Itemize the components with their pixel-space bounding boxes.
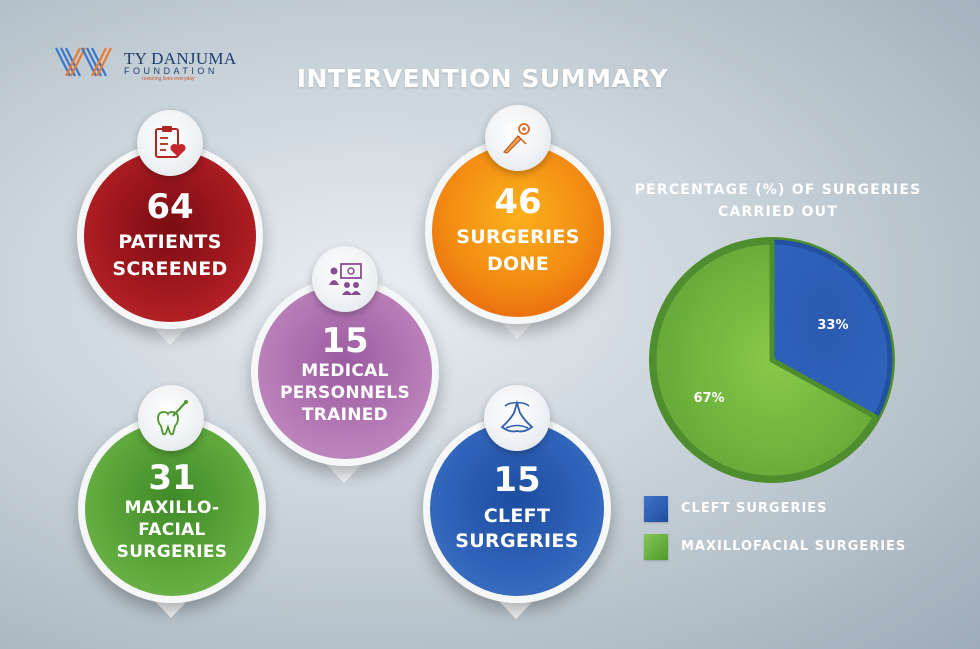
stat-number: 15 xyxy=(493,460,541,500)
stat-label-line2: PERSONNELS xyxy=(279,383,410,403)
stat-label-line2: FACIAL xyxy=(138,520,206,540)
stat-circle: 15 CLEFT SURGERIES xyxy=(423,415,611,603)
pie-data-label: 67% xyxy=(693,391,724,406)
legend-label: MAXILLOFACIAL SURGERIES xyxy=(681,539,907,554)
chart-title: PERCENTAGE (%) OF SURGERIES CARRIED OUT xyxy=(634,182,922,220)
stat-label-line2: SURGERIES xyxy=(455,530,579,552)
tooth-tool-icon xyxy=(157,400,188,436)
clipboard-heart-icon xyxy=(155,126,186,158)
scalpel-icon xyxy=(502,123,530,154)
logo-name: TY DANJUMA xyxy=(124,49,237,68)
stat-label-line2: SCREENED xyxy=(112,258,228,280)
stat-label-line1: SURGERIES xyxy=(456,226,580,248)
stat-label-line3: SURGERIES xyxy=(116,542,228,562)
logo-subtitle: FOUNDATION xyxy=(124,66,218,76)
pie-chart: 33% 67% xyxy=(649,237,895,483)
stat-label-line1: PATIENTS xyxy=(118,231,222,253)
stat-label-line2: DONE xyxy=(486,253,549,275)
stat-number: 64 xyxy=(146,187,194,227)
pie-slice-cleft xyxy=(769,239,893,420)
logo-mark-icon xyxy=(55,47,112,77)
training-presentation-icon xyxy=(329,263,362,295)
stat-label-line1: MAXILLO- xyxy=(124,498,220,518)
page-title: INTERVENTION SUMMARY xyxy=(296,64,669,93)
foundation-logo: TY DANJUMA FOUNDATION restoring lives ev… xyxy=(52,44,252,88)
pie-data-label: 33% xyxy=(817,318,848,333)
pin-pointer xyxy=(323,461,365,483)
stat-number: 46 xyxy=(494,182,542,222)
legend-label: CLEFT SURGERIES xyxy=(681,501,828,516)
stat-circle: 64 PATIENTS SCREENED xyxy=(77,143,263,329)
icon-badge xyxy=(138,385,204,451)
icon-badge xyxy=(484,385,550,451)
cleft-lip-icon xyxy=(500,399,534,433)
stat-number: 15 xyxy=(321,321,369,361)
stat-label-line3: TRAINED xyxy=(301,405,389,425)
icon-badge xyxy=(312,246,378,312)
stat-number: 31 xyxy=(148,458,196,498)
pie-slice-maxillofacial xyxy=(651,239,878,481)
stat-label-line1: MEDICAL xyxy=(301,361,389,381)
logo-tagline: restoring lives everyday xyxy=(142,76,195,82)
legend-swatch xyxy=(644,496,668,522)
icon-badge xyxy=(485,105,551,171)
legend-swatch xyxy=(644,534,668,560)
stat-label-line1: CLEFT xyxy=(483,505,551,527)
icon-badge xyxy=(137,110,203,176)
